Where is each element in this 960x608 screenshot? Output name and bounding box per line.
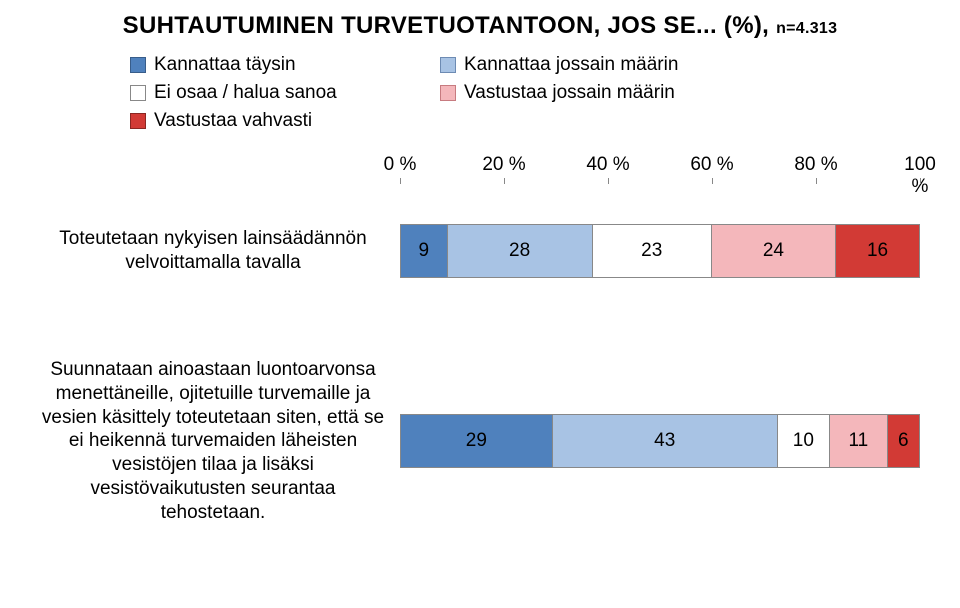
chart-row: Suunnataan ainoastaan luontoarvonsa mene… <box>40 358 920 524</box>
chart-row: Toteutetaan nykyisen lainsäädännön velvo… <box>40 224 920 278</box>
axis-tick-mark <box>608 178 609 184</box>
legend-item: Kannattaa täysin <box>130 54 440 76</box>
axis-tick-label: 100 % <box>904 154 936 198</box>
legend-label: Kannattaa täysin <box>154 54 296 76</box>
legend-swatch <box>130 85 146 101</box>
page-title: SUHTAUTUMINEN TURVETUOTANTOON, JOS SE...… <box>40 12 920 40</box>
stacked-bar: 294310116 <box>400 414 920 468</box>
axis-tick-label: 60 % <box>690 154 733 176</box>
legend-item: Kannattaa jossain määrin <box>440 54 800 76</box>
axis-tick-label: 80 % <box>794 154 837 176</box>
bar-segment: 43 <box>553 415 778 467</box>
axis-tick-mark <box>920 178 921 184</box>
legend-item: Vastustaa jossain määrin <box>440 82 800 104</box>
axis-tick-label: 20 % <box>482 154 525 176</box>
chart-area: Toteutetaan nykyisen lainsäädännön velvo… <box>40 224 920 524</box>
axis-tick-mark <box>504 178 505 184</box>
legend-col-left: Kannattaa täysin Ei osaa / halua sanoa Vas… <box>130 54 440 132</box>
bar-segment: 24 <box>712 225 836 277</box>
bar-segment: 28 <box>448 225 593 277</box>
axis-tick-mark <box>816 178 817 184</box>
legend-swatch <box>440 85 456 101</box>
x-axis: 0 %20 %40 %60 %80 %100 % <box>400 154 920 184</box>
bar-segment: 10 <box>778 415 830 467</box>
bar-segment: 11 <box>830 415 888 467</box>
bar-segment: 29 <box>401 415 553 467</box>
axis-tick-mark <box>712 178 713 184</box>
title-sub: n=4.313 <box>776 20 837 37</box>
legend-label: Vastustaa vahvasti <box>154 110 312 132</box>
title-main: SUHTAUTUMINEN TURVETUOTANTOON, JOS SE...… <box>123 12 776 39</box>
axis-tick-label: 40 % <box>586 154 629 176</box>
legend-item: Vastustaa vahvasti <box>130 110 440 132</box>
bar-segment: 23 <box>593 225 712 277</box>
row-label: Suunnataan ainoastaan luontoarvonsa mene… <box>40 358 400 524</box>
stacked-bar: 928232416 <box>400 224 920 278</box>
legend-swatch <box>130 57 146 73</box>
axis-tick-label: 0 % <box>384 154 417 176</box>
legend-label: Ei osaa / halua sanoa <box>154 82 337 104</box>
bar-segment: 9 <box>401 225 448 277</box>
legend-swatch <box>130 113 146 129</box>
legend-col-right: Kannattaa jossain määrin Vastustaa jossai… <box>440 54 800 132</box>
legend: Kannattaa täysin Ei osaa / halua sanoa Vas… <box>130 54 830 132</box>
legend-label: Kannattaa jossain määrin <box>464 54 678 76</box>
bar-segment: 6 <box>888 415 919 467</box>
legend-swatch <box>440 57 456 73</box>
row-label: Toteutetaan nykyisen lainsäädännön velvo… <box>40 227 400 275</box>
page: SUHTAUTUMINEN TURVETUOTANTOON, JOS SE...… <box>0 0 960 524</box>
legend-label: Vastustaa jossain määrin <box>464 82 675 104</box>
legend-item: Ei osaa / halua sanoa <box>130 82 440 104</box>
axis-tick-mark <box>400 178 401 184</box>
bar-segment: 16 <box>836 225 919 277</box>
